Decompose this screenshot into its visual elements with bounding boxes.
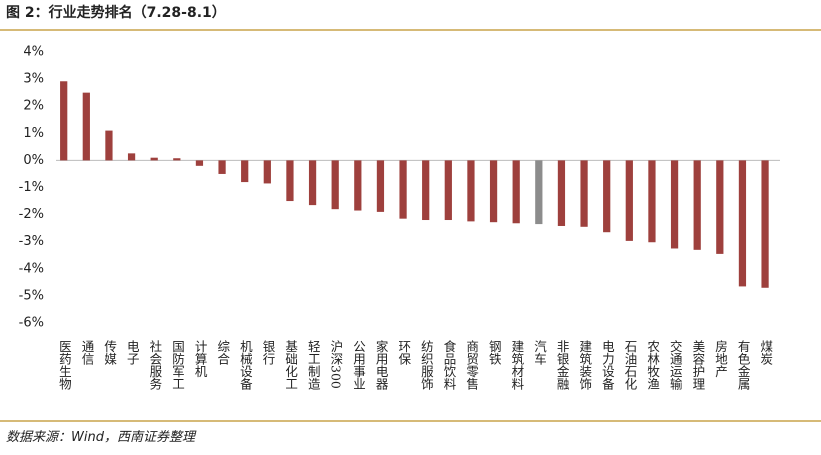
x-tick-label: 纺织服饰 [419, 340, 434, 390]
bar [218, 160, 226, 174]
bar [354, 160, 362, 211]
bar [376, 160, 385, 212]
x-tick-label: 综合 [215, 340, 230, 365]
x-tick-label: 汽车 [532, 339, 547, 366]
x-tick-label: 电力设备 [600, 340, 615, 391]
bar [512, 160, 520, 224]
bar [535, 160, 543, 225]
x-tick-label: 沪深300 [328, 340, 343, 389]
bar [173, 158, 181, 161]
bar [399, 160, 407, 219]
bar [82, 92, 90, 161]
y-tick-label: -6% [19, 316, 44, 331]
bar [489, 160, 498, 223]
x-tick-label: 建筑装饰 [577, 340, 592, 390]
x-tick-label: 电子 [125, 340, 140, 365]
bar [150, 157, 158, 161]
x-tick-label: 社会服务 [147, 339, 162, 390]
bar [557, 160, 566, 226]
bar [444, 160, 452, 221]
bar [761, 160, 769, 288]
y-tick-label: 3% [23, 72, 44, 87]
x-tick-label: 通信 [79, 340, 94, 366]
y-tick-label: 4% [23, 45, 44, 60]
x-tick-label: 传媒 [102, 339, 117, 365]
bar [603, 160, 611, 233]
x-tick-label: 基础化工 [283, 340, 298, 390]
bar [263, 160, 271, 184]
bar [195, 160, 204, 166]
bar [467, 160, 475, 222]
x-tick-label: 钢铁 [487, 340, 502, 365]
x-tick-label: 交通运输 [668, 339, 683, 391]
bar [738, 160, 747, 287]
y-tick-label: 2% [23, 99, 44, 114]
y-tick-label: -3% [19, 234, 44, 249]
x-tick-label: 石油石化 [622, 340, 637, 391]
source-note: 数据来源：Wind，西南证券整理 [6, 430, 197, 445]
bar [127, 153, 136, 161]
bar [716, 160, 724, 254]
bar [331, 160, 339, 210]
x-tick-label: 家用电器 [374, 339, 389, 391]
bar [105, 130, 113, 161]
bar [670, 160, 679, 249]
x-tick-label: 美容护理 [690, 340, 705, 390]
y-tick-label: -1% [19, 180, 44, 195]
x-tick-label: 建筑材料 [509, 340, 524, 390]
x-tick-label: 公用事业 [351, 340, 366, 390]
y-tick-label: 1% [23, 126, 44, 141]
chart-title: 图 2：行业走势排名（7.28-8.1） [6, 4, 226, 21]
x-tick-label: 有色金属 [736, 340, 751, 391]
bar [693, 160, 701, 250]
bar [308, 160, 317, 206]
x-tick-label: 房地产 [713, 339, 728, 378]
x-tick-label: 计算机 [193, 340, 208, 378]
bar [422, 160, 430, 221]
x-tick-label: 环保 [396, 340, 411, 365]
x-tick-label: 国防军工 [170, 340, 185, 390]
x-tick-label: 轻工制造 [306, 340, 321, 390]
bar [241, 160, 249, 183]
y-tick-label: -5% [19, 288, 44, 303]
y-tick-label: 0% [23, 153, 44, 168]
bar [580, 160, 588, 227]
x-tick-label: 食品饮料 [441, 339, 456, 390]
bar [625, 160, 633, 241]
y-tick-label: -2% [19, 207, 44, 222]
x-tick-label: 非银金融 [555, 340, 570, 391]
bar [286, 160, 294, 202]
x-tick-label: 煤炭 [758, 340, 773, 366]
bar [60, 81, 68, 161]
bar [648, 160, 656, 243]
y-tick-label: -4% [19, 261, 44, 276]
x-tick-label: 商贸零售 [464, 339, 479, 390]
x-tick-label: 银行 [260, 340, 275, 366]
x-tick-label: 医药生物 [57, 340, 72, 391]
x-tick-label: 机械设备 [238, 340, 253, 391]
x-tick-label: 农林牧渔 [645, 340, 660, 390]
